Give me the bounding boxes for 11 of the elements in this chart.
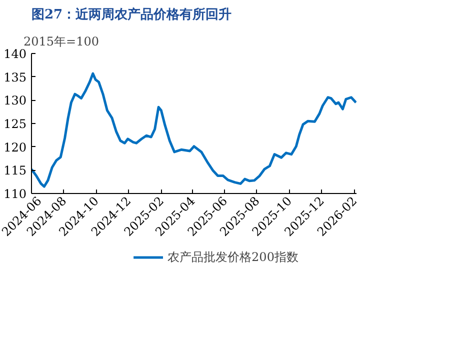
- y-tick-label: 135: [4, 70, 26, 84]
- legend-label: 农产品批发价格200指数: [168, 248, 298, 266]
- y-tick-label: 125: [4, 117, 26, 131]
- y-tick-label: 110: [4, 187, 26, 201]
- y-axis-title: 2015年=100: [24, 34, 99, 48]
- chart-title: 图27：近两周农产品价格有所回升: [32, 6, 232, 22]
- y-tick-label: 140: [4, 47, 26, 61]
- y-tick-label: 130: [4, 94, 26, 108]
- y-tick-label: 115: [4, 164, 26, 178]
- line-series: [32, 72, 356, 188]
- y-tick-label: 120: [4, 140, 26, 154]
